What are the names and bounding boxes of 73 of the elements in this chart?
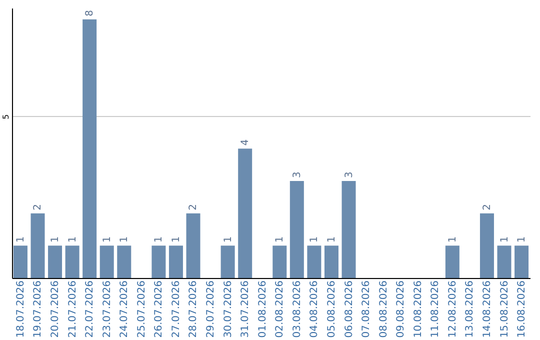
x-tick-label: 26.07.2026 (154, 280, 165, 338)
x-tick-label: 29.07.2026 (206, 280, 217, 338)
x-tick-label: 19.07.2026 (32, 280, 44, 338)
x-tick-label: 01.08.2026 (257, 280, 268, 338)
bar (100, 246, 114, 278)
bar (324, 246, 338, 278)
data-label: 2 (188, 204, 200, 210)
data-label: 1 (326, 236, 338, 243)
bar (342, 180, 356, 278)
x-tick-label: 16.08.2026 (516, 280, 528, 338)
data-label: 2 (482, 204, 493, 210)
x-tick-label: 09.08.2026 (396, 280, 407, 338)
x-tick-label: 05.08.2026 (326, 280, 338, 338)
data-label: 1 (170, 236, 182, 243)
bar (445, 246, 460, 278)
x-tick-label: 03.08.2026 (292, 280, 303, 338)
data-label: 1 (499, 236, 510, 243)
data-label: 1 (154, 236, 165, 243)
x-tick-label: 23.07.2026 (102, 280, 113, 338)
bar (168, 246, 183, 278)
data-label: 1 (516, 236, 528, 243)
data-label: 1 (119, 236, 130, 243)
x-tick-label: 30.07.2026 (222, 280, 234, 338)
bar (272, 246, 287, 278)
bar (30, 213, 45, 278)
y-tick-label: 5 (2, 114, 10, 120)
data-label: 3 (292, 172, 303, 178)
bar (152, 246, 166, 278)
bar (186, 213, 200, 278)
data-label: 1 (274, 236, 286, 243)
data-label: 1 (102, 236, 113, 243)
x-tick-label: 25.07.2026 (136, 280, 148, 338)
x-tick-label: 15.08.2026 (499, 280, 510, 338)
x-tick-label: 10.08.2026 (412, 280, 424, 338)
bar (48, 246, 62, 278)
bar (220, 246, 235, 278)
x-tick-label: 31.07.2026 (240, 280, 252, 338)
data-label: 3 (344, 172, 355, 178)
x-tick-label: 08.08.2026 (378, 280, 390, 338)
x-tick-label: 07.08.2026 (361, 280, 372, 338)
bar (82, 19, 97, 278)
x-tick-label: 13.08.2026 (464, 280, 476, 338)
x-tick-label: 06.08.2026 (344, 280, 355, 338)
x-tick-label: 22.07.2026 (84, 280, 96, 338)
x-tick-label: 21.07.2026 (67, 280, 78, 338)
data-label: 8 (84, 10, 96, 16)
bar (238, 148, 252, 278)
data-label: 1 (15, 236, 26, 243)
x-tick-label: 04.08.2026 (309, 280, 320, 338)
bar (13, 246, 28, 278)
data-label: 1 (50, 236, 62, 243)
x-tick-label: 12.08.2026 (447, 280, 458, 338)
data-label: 1 (222, 236, 234, 243)
bar (117, 246, 132, 278)
x-tick-label: 24.07.2026 (119, 280, 130, 338)
x-tick-label: 27.07.2026 (170, 280, 182, 338)
bar (307, 246, 322, 278)
data-label: 1 (309, 236, 320, 243)
data-label: 1 (447, 236, 458, 243)
x-tick-label: 02.08.2026 (274, 280, 286, 338)
bar (514, 246, 529, 278)
data-label: 1 (67, 236, 78, 243)
bar (480, 213, 494, 278)
x-tick-label: 11.08.2026 (430, 280, 442, 338)
data-label: 2 (32, 204, 44, 210)
x-tick-label: 14.08.2026 (482, 280, 493, 338)
x-tick-label: 20.07.2026 (50, 280, 62, 338)
x-tick-label: 28.07.2026 (188, 280, 200, 338)
bar (65, 246, 80, 278)
bar (290, 180, 304, 278)
bar (497, 246, 512, 278)
data-label: 4 (240, 139, 252, 146)
x-tick-label: 18.07.2026 (15, 280, 26, 338)
